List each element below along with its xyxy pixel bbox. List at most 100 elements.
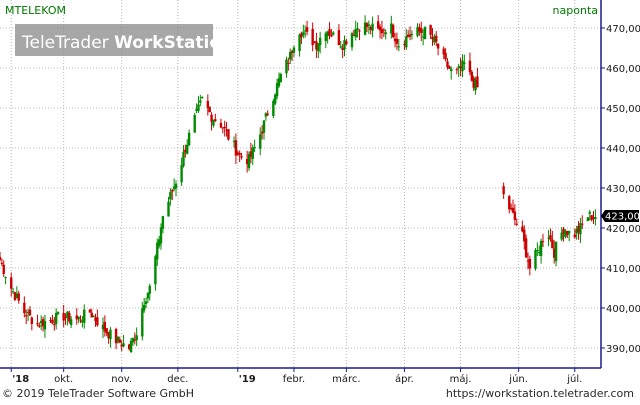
candle xyxy=(521,220,524,233)
candle xyxy=(290,49,294,61)
candle xyxy=(592,211,595,224)
candle xyxy=(562,226,565,242)
candle xyxy=(302,24,305,39)
candle xyxy=(36,314,39,327)
candle xyxy=(539,238,543,264)
watermark: TeleTrader WorkStation xyxy=(15,24,233,56)
candle xyxy=(182,145,185,168)
candle xyxy=(30,316,34,331)
candle xyxy=(81,315,84,328)
candle xyxy=(260,125,264,140)
y-tick-label: 410,00 xyxy=(606,264,640,275)
candle xyxy=(64,313,67,325)
candle xyxy=(10,272,13,297)
candle xyxy=(436,43,440,56)
candle xyxy=(311,22,314,52)
candle xyxy=(272,98,275,119)
candle xyxy=(75,308,78,325)
candle xyxy=(435,30,438,47)
candle xyxy=(397,38,400,52)
x-tick-label: febr. xyxy=(283,374,305,385)
candle xyxy=(403,40,406,50)
candle xyxy=(232,136,236,148)
candle xyxy=(69,316,73,329)
y-tick-label: 440,00 xyxy=(606,144,640,155)
candle xyxy=(148,283,151,301)
candle xyxy=(118,336,122,344)
x-tick-label: okt. xyxy=(54,374,73,385)
candle xyxy=(90,308,93,318)
candle xyxy=(343,35,346,57)
candle xyxy=(551,230,554,249)
candle xyxy=(51,314,54,325)
candle xyxy=(590,215,593,222)
candle xyxy=(77,316,80,324)
candle xyxy=(251,144,254,166)
candle xyxy=(186,139,189,155)
candle xyxy=(195,103,198,114)
copyright-text: © 2019 TeleTrader Software GmbH xyxy=(2,387,195,400)
candle xyxy=(393,32,397,48)
candle xyxy=(564,228,567,239)
candle xyxy=(68,310,71,324)
x-axis-ticks: '18 okt. nov. dec. '19 febr. márc. ápr. máj. jún.… xyxy=(10,368,582,385)
candle xyxy=(371,16,374,38)
website-link[interactable]: https://workstation.teletrader.com xyxy=(445,387,634,400)
candle xyxy=(114,327,118,350)
candle xyxy=(49,317,52,324)
candle xyxy=(508,194,511,214)
candle xyxy=(0,251,2,261)
candle xyxy=(66,310,69,326)
candle xyxy=(26,308,30,322)
candle xyxy=(472,75,475,91)
x-tick-label: '19 xyxy=(239,374,256,385)
candle xyxy=(253,139,256,153)
candle xyxy=(326,30,329,44)
candle xyxy=(133,332,137,345)
candle xyxy=(317,42,320,59)
candle xyxy=(94,313,97,327)
candlesticks xyxy=(0,15,597,353)
candle xyxy=(330,28,333,38)
candle xyxy=(249,142,253,164)
candle xyxy=(199,94,202,107)
candle xyxy=(193,112,196,133)
candle xyxy=(341,44,344,58)
candle xyxy=(221,127,225,134)
candle xyxy=(534,248,537,271)
candle xyxy=(318,31,322,54)
candle xyxy=(468,52,472,76)
candle xyxy=(154,254,157,291)
candle xyxy=(264,112,268,121)
y-tick-label: 420,00 xyxy=(606,224,640,235)
candle xyxy=(509,203,513,211)
candle xyxy=(324,31,327,49)
candle xyxy=(266,110,269,117)
candle xyxy=(174,180,178,197)
candle xyxy=(146,292,150,303)
candle xyxy=(131,337,135,346)
candle xyxy=(384,29,387,40)
candle xyxy=(214,113,217,122)
candle xyxy=(474,76,477,95)
candle xyxy=(350,31,354,51)
candle xyxy=(463,54,466,71)
y-tick-label: 450,00 xyxy=(606,104,640,115)
candle xyxy=(287,57,290,71)
candle xyxy=(416,23,419,38)
candle xyxy=(461,54,464,78)
candle xyxy=(406,30,410,38)
x-tick-label: júl. xyxy=(566,373,582,385)
candle xyxy=(25,309,28,325)
candle xyxy=(420,21,423,42)
svg-text:TeleTrader WorkStation: TeleTrader WorkStation xyxy=(21,33,233,53)
candle xyxy=(54,308,58,330)
candle xyxy=(169,188,172,206)
candle xyxy=(579,217,582,244)
candle xyxy=(157,235,161,249)
candle xyxy=(262,120,266,140)
candle xyxy=(161,215,165,234)
candle xyxy=(573,228,576,240)
candle xyxy=(577,221,580,240)
